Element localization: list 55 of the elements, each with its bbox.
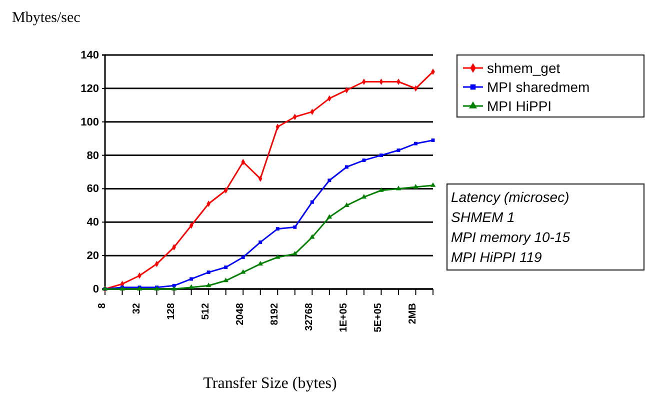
point bbox=[310, 234, 315, 239]
x-tick-label: 32 bbox=[132, 302, 143, 314]
point bbox=[258, 260, 263, 266]
point bbox=[362, 158, 366, 162]
y-tick-label: 0 bbox=[92, 284, 99, 296]
point bbox=[206, 282, 212, 288]
text: MPI HiPPI 119 bbox=[451, 249, 542, 265]
point bbox=[224, 266, 228, 270]
point bbox=[396, 148, 400, 152]
point bbox=[258, 240, 262, 244]
point bbox=[310, 200, 314, 204]
x-tick-label: 8192 bbox=[270, 302, 281, 326]
point bbox=[292, 250, 298, 256]
x-tick-label: 1E+05 bbox=[338, 302, 350, 332]
text: MPI memory 10-15 bbox=[451, 229, 570, 245]
point bbox=[241, 256, 245, 259]
y-tick-label: 20 bbox=[86, 250, 99, 262]
x-tick-label: 512 bbox=[200, 302, 212, 320]
y-axis-title: Mbytes/sec bbox=[12, 10, 81, 26]
point bbox=[326, 214, 332, 219]
point bbox=[344, 202, 350, 207]
point bbox=[190, 277, 194, 281]
point bbox=[361, 194, 367, 199]
point bbox=[396, 186, 402, 190]
x-tick-label: 8 bbox=[97, 302, 108, 309]
point bbox=[413, 184, 418, 189]
y-tick-label: 140 bbox=[80, 50, 99, 62]
point bbox=[171, 286, 177, 291]
x-axis-title: Transfer Size (bytes) bbox=[203, 375, 337, 392]
y-tick-label: 60 bbox=[86, 183, 99, 196]
y-tick-label: 40 bbox=[86, 216, 99, 229]
point bbox=[414, 142, 418, 146]
point bbox=[328, 178, 332, 182]
text: Latency (microsec) bbox=[451, 189, 570, 205]
point bbox=[430, 182, 436, 187]
text: SHMEM 1 bbox=[451, 209, 515, 225]
point bbox=[188, 284, 194, 289]
legend-label: MPI HiPPI bbox=[487, 98, 552, 114]
x-tick-label: 32768 bbox=[304, 302, 316, 331]
legend-label: shmem_get bbox=[487, 60, 560, 76]
x-tick-label: 128 bbox=[166, 302, 178, 320]
point bbox=[379, 154, 383, 158]
point bbox=[276, 227, 280, 231]
y-tick-label: 80 bbox=[86, 150, 99, 162]
point bbox=[293, 225, 297, 229]
y-tick-label: 120 bbox=[80, 82, 99, 95]
x-tick-label: 5E+05 bbox=[373, 302, 384, 332]
legend-label: MPI sharedmem bbox=[487, 79, 590, 95]
x-tick-label: 2048 bbox=[235, 302, 246, 326]
y-tick-label: 100 bbox=[80, 116, 99, 128]
point bbox=[275, 254, 280, 259]
point bbox=[206, 270, 210, 274]
point bbox=[378, 187, 384, 192]
point bbox=[223, 278, 228, 282]
x-tick-label: 2MB bbox=[408, 303, 419, 324]
